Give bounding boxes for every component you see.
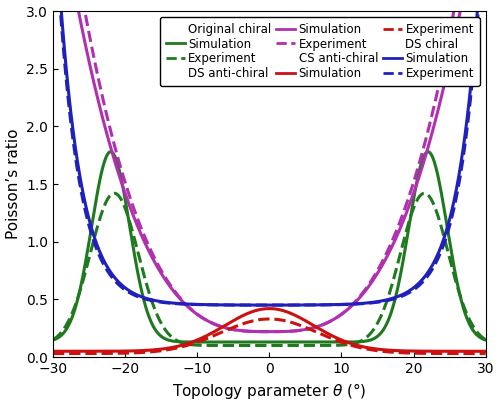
Y-axis label: Poisson’s ratio: Poisson’s ratio [6,129,20,239]
X-axis label: Topology parameter $\theta$ (°): Topology parameter $\theta$ (°) [172,381,366,401]
Legend: Original chiral, Simulation, Experiment, DS anti-chiral, Simulation, Experiment,: Original chiral, Simulation, Experiment,… [160,17,480,86]
